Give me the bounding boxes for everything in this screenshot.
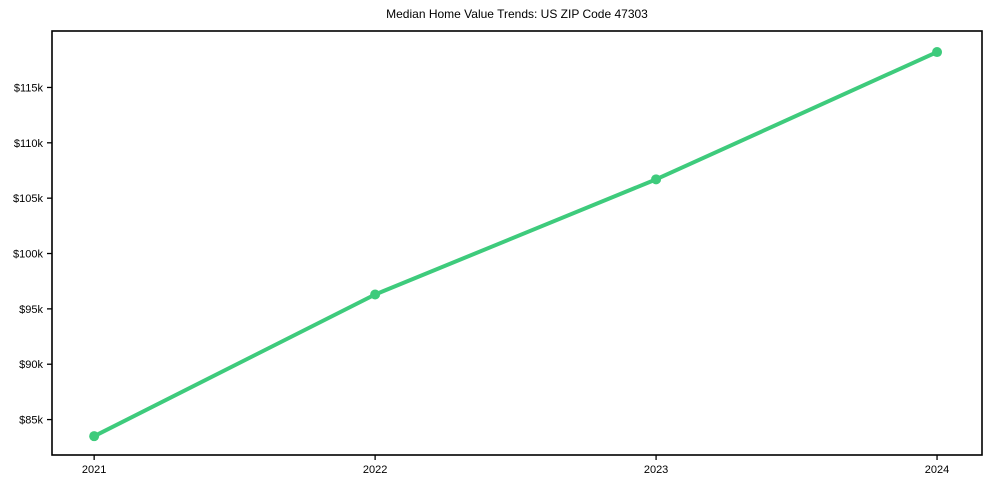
y-tick-label: $100k: [13, 249, 43, 261]
plot-border: [51, 30, 983, 456]
y-tick-label: $85k: [19, 415, 43, 427]
x-tick-label: 2024: [925, 464, 949, 476]
y-tick-label: $105k: [13, 193, 43, 205]
y-tick-label: $115k: [14, 82, 44, 94]
y-tick-label: $90k: [19, 359, 43, 371]
data-point-marker: [932, 47, 943, 58]
data-point-marker: [89, 431, 100, 442]
y-tick-label: $110k: [14, 138, 44, 150]
chart-title: Median Home Value Trends: US ZIP Code 47…: [386, 7, 648, 21]
trend-line: [92, 50, 940, 439]
data-point-marker: [651, 174, 662, 185]
data-point-marker: [370, 289, 381, 300]
x-tick-label: 2023: [644, 464, 668, 476]
y-tick-label: $95k: [19, 304, 43, 316]
x-tick-label: 2022: [363, 464, 387, 476]
x-tick-label: 2021: [82, 464, 106, 476]
